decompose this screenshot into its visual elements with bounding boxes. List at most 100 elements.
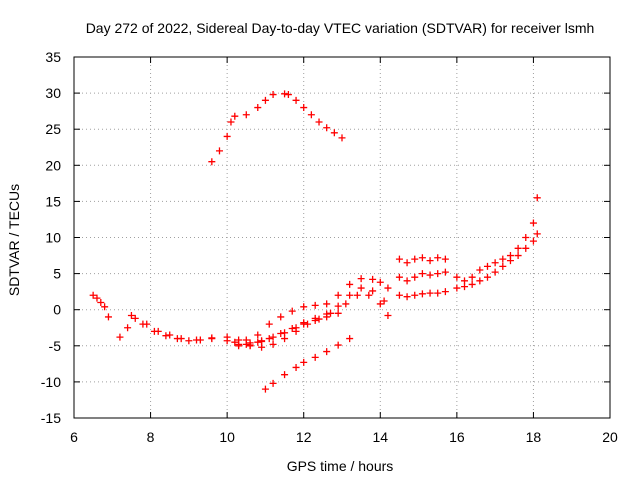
data-point <box>376 300 384 308</box>
data-point <box>254 331 262 339</box>
data-point <box>365 291 373 299</box>
data-point <box>476 277 484 285</box>
data-point <box>185 337 193 345</box>
data-point <box>491 259 499 267</box>
data-point <box>434 270 442 278</box>
data-point <box>491 268 499 276</box>
data-point <box>254 104 262 112</box>
data-point <box>327 309 335 317</box>
data-point <box>242 111 250 119</box>
data-point <box>300 303 308 311</box>
data-point <box>269 379 277 387</box>
series-track-8 <box>235 291 392 350</box>
data-point <box>323 124 331 132</box>
series-track-13 <box>453 230 541 292</box>
y-tick-label: -10 <box>41 374 61 390</box>
series-track-12 <box>453 194 541 285</box>
data-point <box>166 331 174 339</box>
y-tick-label: 35 <box>45 49 61 65</box>
x-tick-label: 20 <box>602 429 618 445</box>
data-point <box>173 335 181 343</box>
data-point <box>499 255 507 263</box>
series-track-6 <box>231 275 392 346</box>
chart-title: Day 272 of 2022, Sidereal Day-to-day VTE… <box>86 20 595 36</box>
data-point <box>334 291 342 299</box>
data-point <box>395 273 403 281</box>
data-point <box>261 96 269 104</box>
axis-ticks <box>73 56 611 419</box>
data-point <box>311 353 319 361</box>
x-tick-label: 16 <box>449 429 465 445</box>
data-point <box>411 291 419 299</box>
data-point <box>231 338 239 346</box>
data-point <box>254 338 262 346</box>
data-point <box>533 230 541 238</box>
data-point <box>223 132 231 140</box>
data-point <box>269 340 277 348</box>
data-point <box>150 327 158 335</box>
data-point <box>506 257 514 265</box>
data-point <box>89 291 97 299</box>
data-point <box>292 324 300 332</box>
data-point <box>338 134 346 142</box>
data-point <box>376 278 384 286</box>
series-track-10 <box>395 268 449 285</box>
data-point <box>357 275 365 283</box>
data-point <box>116 333 124 341</box>
data-point <box>288 324 296 332</box>
y-tick-label: 15 <box>45 193 61 209</box>
data-point <box>418 290 426 298</box>
data-point <box>334 341 342 349</box>
data-point <box>311 301 319 309</box>
data-point <box>426 257 434 265</box>
data-point <box>330 129 338 137</box>
x-tick-label: 14 <box>372 429 388 445</box>
data-point <box>281 371 289 379</box>
data-point <box>441 268 449 276</box>
data-point <box>300 104 308 112</box>
data-point <box>104 313 112 321</box>
data-point <box>311 317 319 325</box>
x-tick-label: 8 <box>147 429 155 445</box>
data-point <box>139 320 147 328</box>
data-point <box>265 320 273 328</box>
data-point <box>483 273 491 281</box>
data-point <box>265 335 273 343</box>
data-point <box>231 112 239 120</box>
data-point <box>269 91 277 99</box>
x-tick-label: 18 <box>526 429 542 445</box>
data-point <box>208 158 216 166</box>
data-point <box>461 283 469 291</box>
data-point <box>522 244 530 252</box>
data-point <box>300 320 308 328</box>
data-point <box>269 333 277 341</box>
tick-labels: 6 8 10 12 14 16 18 20 -15 -10 -5 0 5 10 15 20 25 30 35 <box>41 49 618 445</box>
data-point <box>346 291 354 299</box>
data-point <box>323 313 331 321</box>
data-point <box>227 118 235 126</box>
data-point <box>323 348 331 356</box>
data-point <box>215 147 223 155</box>
data-point <box>453 273 461 281</box>
data-point <box>284 91 292 99</box>
data-point <box>384 311 392 319</box>
data-point <box>323 300 331 308</box>
y-tick-label: 10 <box>45 230 61 246</box>
data-point <box>499 262 507 270</box>
data-point <box>97 298 105 306</box>
data-point <box>101 303 109 311</box>
data-point <box>357 284 365 292</box>
y-tick-label: 25 <box>45 121 61 137</box>
data-point <box>196 336 204 344</box>
data-point <box>208 334 216 342</box>
data-point <box>522 234 530 241</box>
data-point <box>426 289 434 297</box>
y-tick-label: 20 <box>45 157 61 173</box>
data-point <box>453 284 461 292</box>
data-point <box>369 275 377 283</box>
plot-points <box>89 90 541 393</box>
data-point <box>403 277 411 285</box>
data-point <box>277 330 285 338</box>
x-tick-label: 12 <box>296 429 312 445</box>
